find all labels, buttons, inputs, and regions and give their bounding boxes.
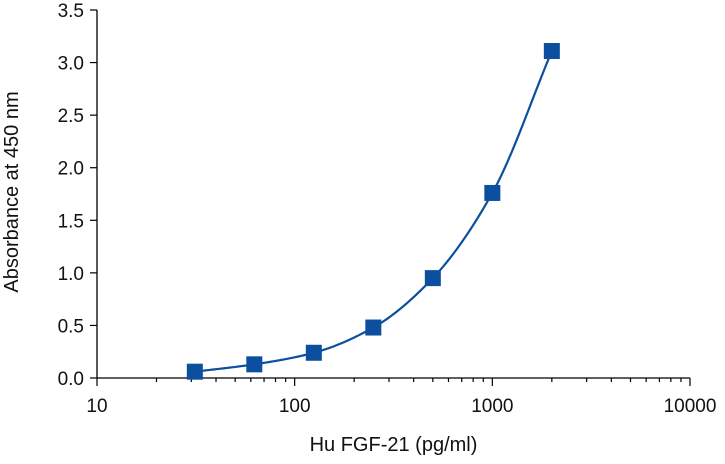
y-tick-label: 2.5 (58, 106, 84, 127)
x-tick-label: 1000 (471, 396, 513, 417)
y-axis-title: Absorbance at 450 nm (1, 91, 23, 292)
y-tick-label: 0.5 (58, 316, 84, 337)
y-tick-label: 1.5 (58, 211, 84, 232)
y-tick-label: 1.0 (58, 264, 84, 285)
data-point (186, 363, 203, 380)
data-point (484, 184, 501, 201)
data-point (543, 43, 560, 60)
x-tick-label: 10000 (664, 396, 717, 417)
data-point (424, 270, 441, 287)
y-axis-ticks: 0.0 0.5 1.0 1.5 2.0 2.5 3.0 3.5 (58, 1, 97, 390)
plot-area (186, 43, 560, 380)
y-tick-label: 3.0 (58, 54, 84, 75)
y-tick-label: 2.0 (58, 159, 84, 180)
data-point (365, 319, 382, 336)
data-point (246, 356, 263, 373)
data-point (305, 344, 322, 361)
axes (96, 10, 690, 379)
x-tick-label: 100 (279, 396, 311, 417)
x-tick-label: 10 (86, 396, 107, 417)
x-axis-ticks: 10 100 1000 10000 (86, 378, 716, 417)
x-axis-title: Hu FGF-21 (pg/ml) (310, 434, 478, 456)
y-tick-label: 3.5 (58, 1, 84, 22)
y-tick-label: 0.0 (58, 369, 84, 390)
